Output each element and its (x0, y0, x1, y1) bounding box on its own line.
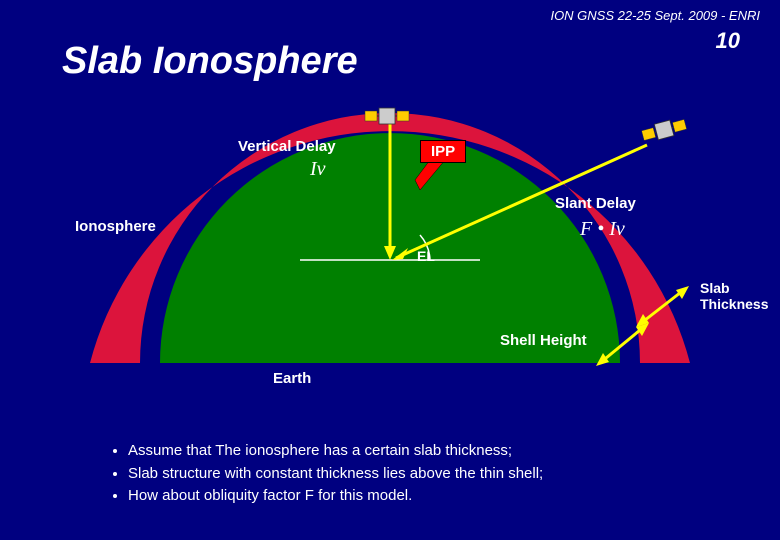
bullet-item: How about obliquity factor F for this mo… (128, 485, 543, 508)
ipp-label: IPP (420, 140, 466, 163)
slab-ionosphere-diagram (0, 100, 780, 400)
iv-label: Iv (310, 158, 326, 181)
bullet-item: Slab structure with constant thickness l… (128, 463, 543, 486)
bullet-item: Assume that The ionosphere has a certain… (128, 440, 543, 463)
earth-label: Earth (273, 370, 311, 387)
slab-thickness-arrowhead-2 (676, 286, 689, 299)
bullet-list: Assume that The ionosphere has a certain… (110, 440, 543, 508)
header-note: ION GNSS 22-25 Sept. 2009 - ENRI (550, 8, 760, 23)
page-number: 10 (716, 28, 740, 54)
satellite-icon-2 (641, 117, 688, 144)
f-iv-label: F • Iv (580, 218, 625, 241)
slant-delay-label: Slant Delay (555, 195, 636, 212)
slab-thickness-label: Slab Thickness (700, 280, 768, 312)
shell-height-label: Shell Height (500, 332, 587, 349)
el-label: EL (417, 248, 435, 264)
slide-title: Slab Ionosphere (62, 40, 358, 83)
vertical-delay-label: Vertical Delay (238, 138, 336, 155)
ionosphere-label: Ionosphere (75, 218, 156, 235)
